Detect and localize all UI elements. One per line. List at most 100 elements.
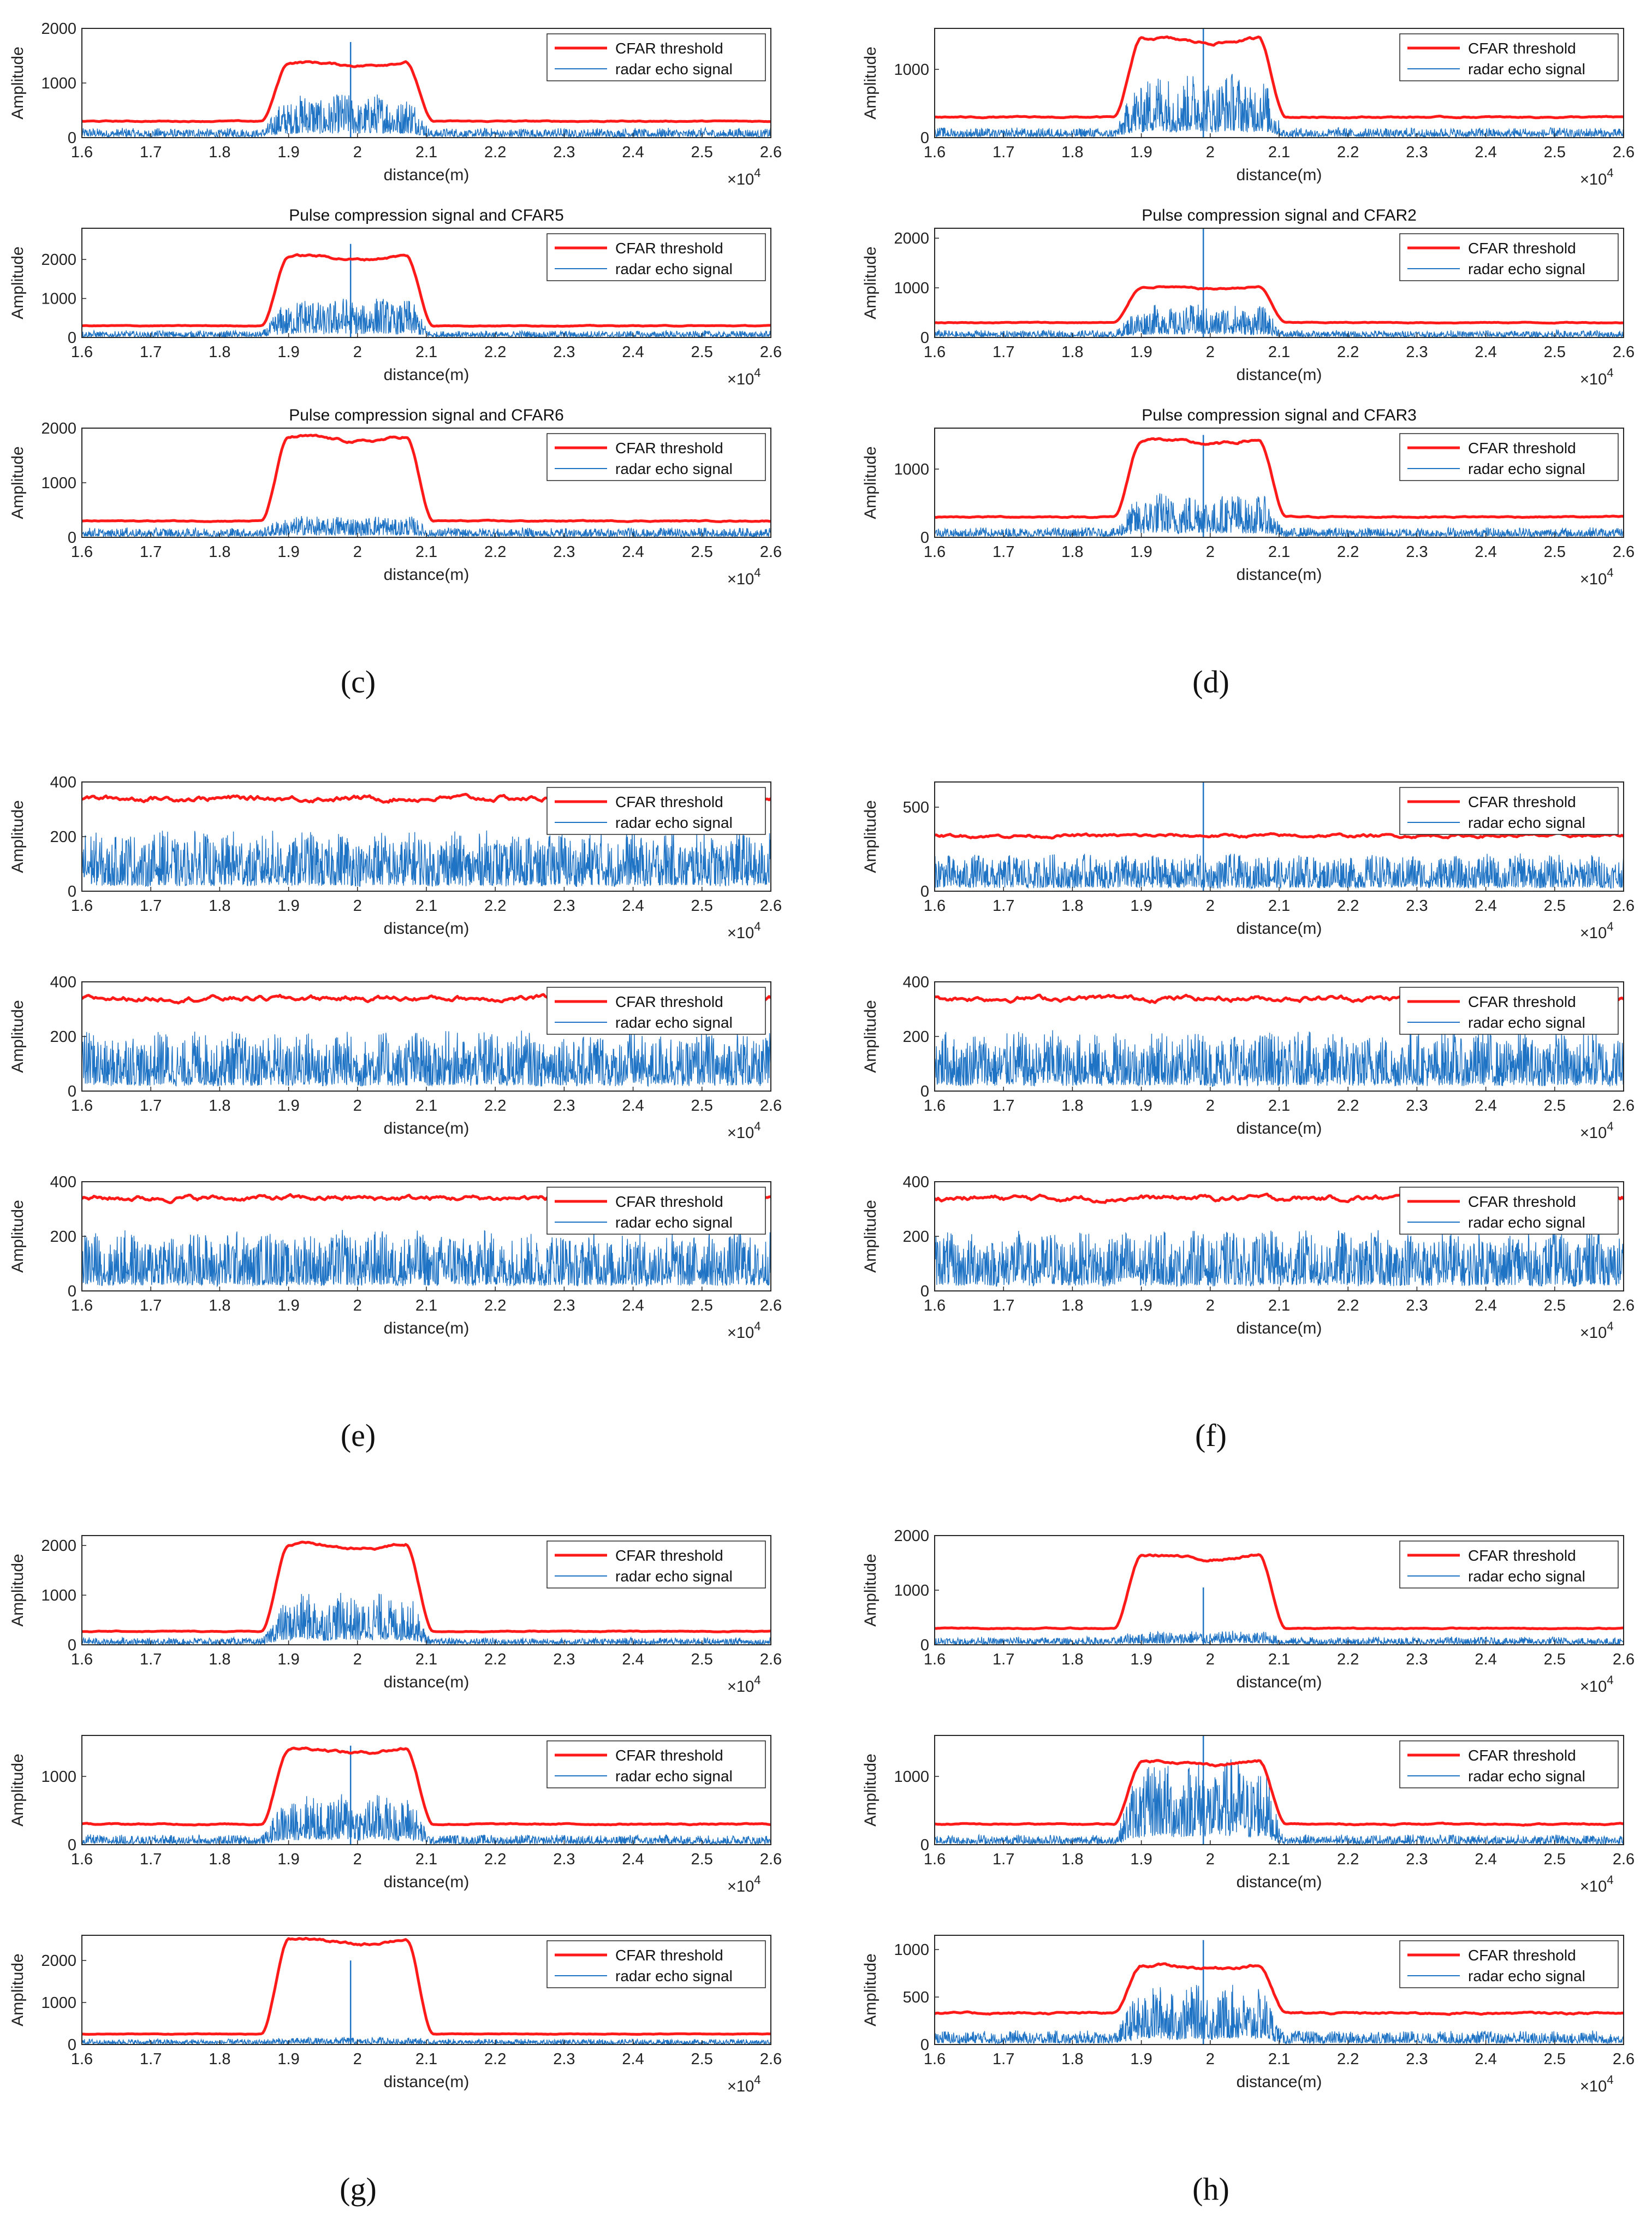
- x-axis-label: distance(m): [384, 920, 470, 938]
- y-tick-label: 1000: [41, 291, 76, 308]
- x-tick-label: 2.2: [484, 1097, 506, 1115]
- y-axis-label: Amplitude: [9, 46, 27, 119]
- x-tick-label: 1.6: [71, 1851, 93, 1868]
- x-tick-label: 1.6: [924, 543, 946, 561]
- x-tick-label: 1.6: [924, 343, 946, 361]
- x-axis-label: distance(m): [1237, 1673, 1322, 1691]
- legend-echo-label: radar echo signal: [1468, 260, 1585, 277]
- x-tick-label: 2.5: [691, 1297, 713, 1314]
- x-tick-label: 1.8: [209, 1097, 230, 1115]
- x-tick-label: 2.2: [484, 1297, 506, 1314]
- subplot-f-2: 1.6 1.7 1.8 1.9 2 2.1 2.2 2.3 2.4 2.5 2.6 0 200 400 di…: [861, 974, 1635, 1142]
- legend-echo-label: radar echo signal: [615, 61, 733, 78]
- legend-echo-label: radar echo signal: [615, 1568, 733, 1585]
- x-tick-label: 1.8: [1061, 897, 1083, 915]
- y-axis-label: Amplitude: [861, 1200, 880, 1272]
- echo-signal-series: [82, 1794, 771, 1845]
- legend-threshold-label: CFAR threshold: [1468, 793, 1576, 810]
- x-tick-label: 1.9: [1130, 897, 1152, 915]
- x-axis-label: distance(m): [384, 366, 470, 384]
- x-tick-label: 1.9: [1130, 343, 1152, 361]
- x-axis-label: distance(m): [1237, 166, 1322, 184]
- legend-box: [546, 987, 766, 1035]
- legend-echo-label: radar echo signal: [615, 260, 733, 277]
- y-tick-label: 0: [920, 1083, 929, 1100]
- y-tick-label: 400: [50, 974, 76, 991]
- legend-echo-label: radar echo signal: [615, 1968, 733, 1984]
- x-tick-label: 2.3: [1406, 1297, 1428, 1314]
- legend-threshold-label: CFAR threshold: [1468, 993, 1576, 1010]
- x-tick-label: 2.6: [1613, 897, 1635, 915]
- x-tick-label: 1.8: [1061, 1651, 1083, 1668]
- x-tick-label: 1.7: [993, 543, 1014, 561]
- subplot-h-1: 1.6 1.7 1.8 1.9 2 2.1 2.2 2.3 2.4 2.5 2.6 0 1000 2000…: [861, 1527, 1635, 1696]
- x-tick-label: 1.9: [1130, 1651, 1152, 1668]
- x-tick-label: 2: [353, 2051, 362, 2068]
- x-tick-label: 2.4: [622, 1297, 644, 1314]
- x-tick-label: 2.5: [1544, 1097, 1566, 1115]
- y-tick-label: 0: [920, 529, 929, 547]
- x-tick-label: 2: [353, 1851, 362, 1868]
- x-tick-label: 2.2: [484, 543, 506, 561]
- x-tick-label: 2.6: [760, 1097, 782, 1115]
- x-tick-label: 1.9: [277, 2051, 299, 2068]
- legend-threshold-label: CFAR threshold: [1468, 240, 1576, 257]
- y-tick-label: 2000: [41, 420, 76, 437]
- legend-threshold-label: CFAR threshold: [615, 40, 723, 57]
- x-tick-label: 2: [1206, 897, 1215, 915]
- legend: CFAR threshold radar echo signal: [1399, 1940, 1619, 1988]
- x-tick-label: 2.4: [622, 897, 644, 915]
- x-tick-label: 2.5: [691, 543, 713, 561]
- subplot-e-2: 1.6 1.7 1.8 1.9 2 2.1 2.2 2.3 2.4 2.5 2.6 0 200 400 di…: [9, 974, 782, 1142]
- x-tick-label: 1.9: [277, 343, 299, 361]
- legend-threshold-label: CFAR threshold: [1468, 1747, 1576, 1764]
- x-multiplier: ×104: [1580, 2073, 1613, 2095]
- y-axis-label: Amplitude: [861, 1554, 880, 1626]
- legend: CFAR threshold radar echo signal: [546, 1940, 766, 1988]
- x-tick-label: 2.3: [1406, 1851, 1428, 1868]
- x-tick-label: 1.6: [71, 2051, 93, 2068]
- x-axis-label: distance(m): [384, 566, 470, 584]
- plot-area: [935, 782, 1624, 891]
- x-tick-label: 2.6: [760, 1651, 782, 1668]
- x-tick-label: 2: [353, 144, 362, 161]
- y-axis-label: Amplitude: [861, 446, 880, 519]
- x-tick-label: 1.7: [140, 1651, 162, 1668]
- x-tick-label: 1.9: [277, 1851, 299, 1868]
- x-multiplier: ×104: [1580, 1673, 1613, 1696]
- x-tick-label: 1.8: [1061, 1097, 1083, 1115]
- y-tick-label: 1000: [41, 75, 76, 92]
- x-tick-label: 2.4: [1475, 1851, 1496, 1868]
- plot-area: [935, 1735, 1624, 1845]
- x-tick-label: 2.2: [484, 144, 506, 161]
- x-tick-label: 2.6: [1613, 343, 1635, 361]
- x-tick-label: 1.7: [140, 543, 162, 561]
- cfar-threshold-series: [82, 253, 771, 328]
- echo-signal-series: [82, 1030, 771, 1087]
- x-tick-label: 2.4: [622, 144, 644, 161]
- x-axis-label: distance(m): [1237, 566, 1322, 584]
- legend-echo-label: radar echo signal: [1468, 1568, 1585, 1585]
- cfar-threshold-series: [935, 1962, 1624, 2016]
- y-axis-label: Amplitude: [861, 1000, 880, 1072]
- y-tick-label: 0: [920, 2036, 929, 2054]
- x-tick-label: 1.6: [71, 1651, 93, 1668]
- subplot-d-1: 1.6 1.7 1.8 1.9 2 2.1 2.2 2.3 2.4 2.5 2.6 0 1000 dist…: [861, 28, 1635, 188]
- x-tick-label: 1.8: [209, 144, 230, 161]
- x-tick-label: 2.2: [484, 2051, 506, 2068]
- legend-threshold-label: CFAR threshold: [615, 993, 723, 1010]
- panel-caption-c: (c): [341, 664, 376, 700]
- subplot-f-3: 1.6 1.7 1.8 1.9 2 2.1 2.2 2.3 2.4 2.5 2.6 0 200 400 di…: [861, 1174, 1635, 1342]
- y-tick-label: 400: [50, 1174, 76, 1191]
- x-tick-label: 2.4: [1475, 1097, 1496, 1115]
- x-tick-label: 2.3: [1406, 1097, 1428, 1115]
- x-tick-label: 2.5: [691, 144, 713, 161]
- x-tick-label: 2.4: [622, 1651, 644, 1668]
- x-tick-label: 2.6: [1613, 1097, 1635, 1115]
- x-axis-label: distance(m): [1237, 1873, 1322, 1891]
- legend: CFAR threshold radar echo signal: [1399, 33, 1619, 81]
- x-tick-label: 2.1: [1268, 1851, 1290, 1868]
- y-tick-label: 0: [68, 529, 76, 547]
- y-tick-label: 2000: [41, 1537, 76, 1555]
